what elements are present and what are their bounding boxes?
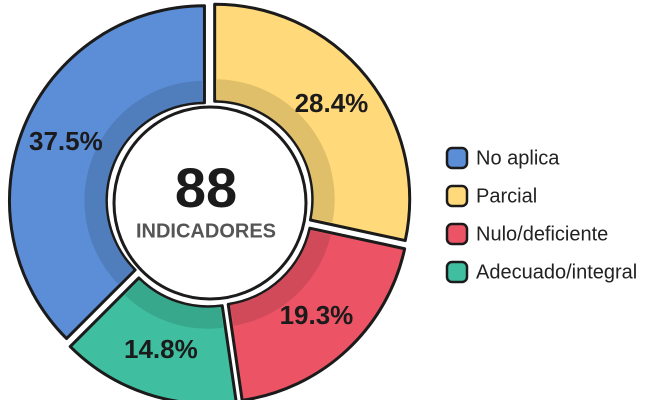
slice-inner-shade xyxy=(230,230,331,326)
center-value: 88 xyxy=(175,156,237,219)
data-label: 37.5% xyxy=(29,126,103,156)
slice-inner-shade xyxy=(84,80,203,284)
center-disc xyxy=(112,105,308,301)
legend-swatch xyxy=(445,222,469,246)
data-label: 28.4% xyxy=(295,88,369,118)
data-label: 14.8% xyxy=(124,334,198,364)
legend-label: No aplica xyxy=(476,147,560,169)
legend-swatch xyxy=(445,260,469,284)
legend-swatch xyxy=(445,146,469,170)
center-label: INDICADORES xyxy=(136,220,276,242)
legend-swatch xyxy=(445,184,469,208)
data-label: 19.3% xyxy=(280,300,354,330)
legend-label: Parcial xyxy=(476,185,537,207)
slice-inner-shade xyxy=(124,280,224,329)
slice-inner-shade xyxy=(216,79,335,223)
slice xyxy=(226,226,407,400)
legend-label: Adecuado/integral xyxy=(476,261,637,283)
slice xyxy=(213,2,412,243)
legend-label: Nulo/deficiente xyxy=(476,223,608,245)
